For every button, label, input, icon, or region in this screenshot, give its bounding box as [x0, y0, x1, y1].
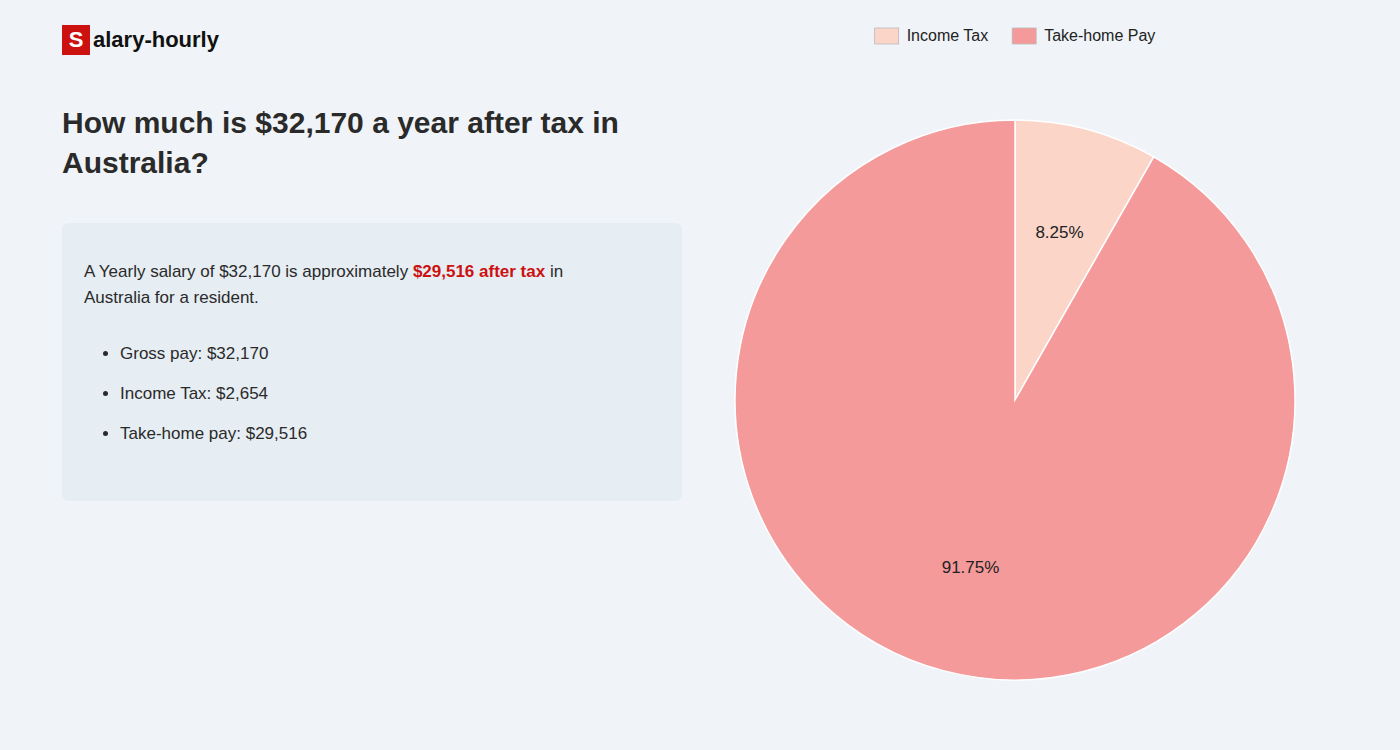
heading: How much is $32,170 a year after tax inA…	[62, 103, 682, 183]
bullet-item: Income Tax: $2,654	[120, 381, 660, 407]
legend-swatch	[875, 28, 899, 44]
slices	[735, 120, 1295, 680]
legend-item: Income Tax	[875, 27, 989, 44]
pie-slice	[735, 120, 1295, 680]
body-line: A Yearly salary of $32,170 is approximat…	[84, 259, 660, 285]
body-text: in	[545, 262, 563, 281]
body-text: A Yearly salary of $32,170 is approximat…	[84, 262, 413, 281]
heading-line: Australia?	[62, 143, 682, 183]
logo-mark: S	[62, 25, 90, 55]
logo-text: alary-hourly	[93, 27, 219, 53]
bullet-list: Gross pay: $32,170 Income Tax: $2,654 Take…	[84, 341, 660, 447]
legend-label: Income Tax	[907, 27, 989, 44]
data-label: 8.25%	[1035, 223, 1083, 242]
info-box: A Yearly salary of $32,170 is approximat…	[62, 223, 682, 501]
data-labels: 8.25% 91.75%	[942, 223, 1084, 578]
bullet-item: Gross pay: $32,170	[120, 341, 660, 367]
heading-line: How much is $32,170 a year after tax in	[62, 103, 682, 143]
legend: Income Tax Take-home Pay	[875, 27, 1156, 44]
legend-label: Take-home Pay	[1044, 27, 1155, 44]
body-highlight: $29,516 after tax	[413, 262, 545, 281]
bullet-item: Take-home pay: $29,516	[120, 421, 660, 447]
legend-swatch	[1012, 28, 1036, 44]
pie-chart: Income Tax Take-home Pay 8.25% 91.75%	[700, 0, 1400, 750]
text-panel: Salary-hourly How much is $32,170 a year …	[62, 25, 682, 501]
data-label: 91.75%	[942, 558, 1000, 577]
legend-item: Take-home Pay	[1012, 27, 1155, 44]
body-line: Australia for a resident.	[84, 285, 660, 311]
logo: Salary-hourly	[62, 25, 682, 55]
